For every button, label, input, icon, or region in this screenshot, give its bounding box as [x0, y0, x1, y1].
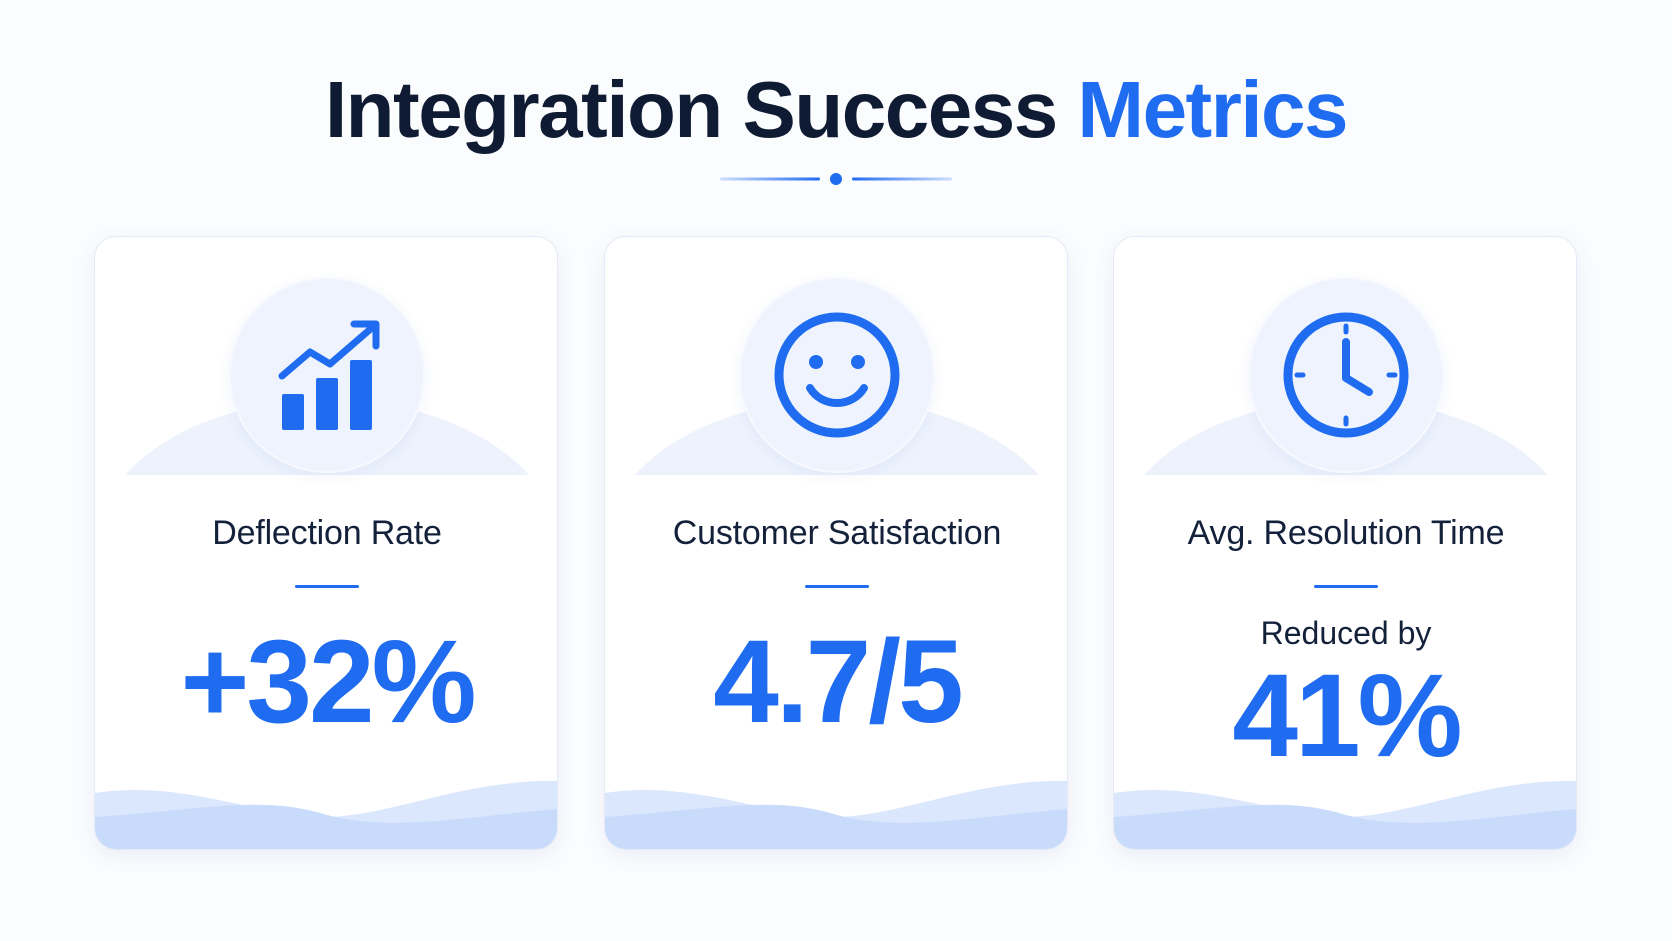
card-wave-decoration: [605, 781, 1067, 849]
metric-card-avg-resolution-time: Avg. Resolution Time Reduced by 41%: [1113, 236, 1577, 850]
metric-card-deflection-rate: Deflection Rate +32%: [94, 236, 558, 850]
metric-label: Avg. Resolution Time: [1187, 514, 1505, 552]
card-wave-decoration: [95, 781, 557, 849]
metric-sublabel: Reduced by: [1260, 615, 1432, 651]
metric-value: 4.7/5: [713, 616, 963, 748]
icon-badge: [1248, 277, 1444, 473]
metric-card-customer-satisfaction: Customer Satisfaction 4.7/5: [604, 236, 1068, 850]
card-wave-decoration: [1114, 781, 1576, 849]
page-title: Integration Success Metrics: [0, 62, 1672, 158]
title-divider: [720, 173, 952, 185]
metric-label: Deflection Rate: [212, 514, 442, 552]
label-underline: [1314, 585, 1378, 588]
clock-icon: [1283, 312, 1409, 438]
title-main: Integration Success: [324, 65, 1058, 154]
metric-label: Customer Satisfaction: [672, 514, 1002, 552]
metric-value: 41%: [1232, 650, 1462, 782]
label-underline: [805, 585, 869, 588]
icon-badge: [229, 277, 425, 473]
title-accent: Metrics: [1077, 65, 1348, 154]
smiley-face-icon: [774, 312, 900, 438]
label-underline: [295, 585, 359, 588]
metric-value: +32%: [180, 616, 476, 748]
icon-badge: [739, 277, 935, 473]
bar-chart-trend-icon: [278, 320, 380, 430]
